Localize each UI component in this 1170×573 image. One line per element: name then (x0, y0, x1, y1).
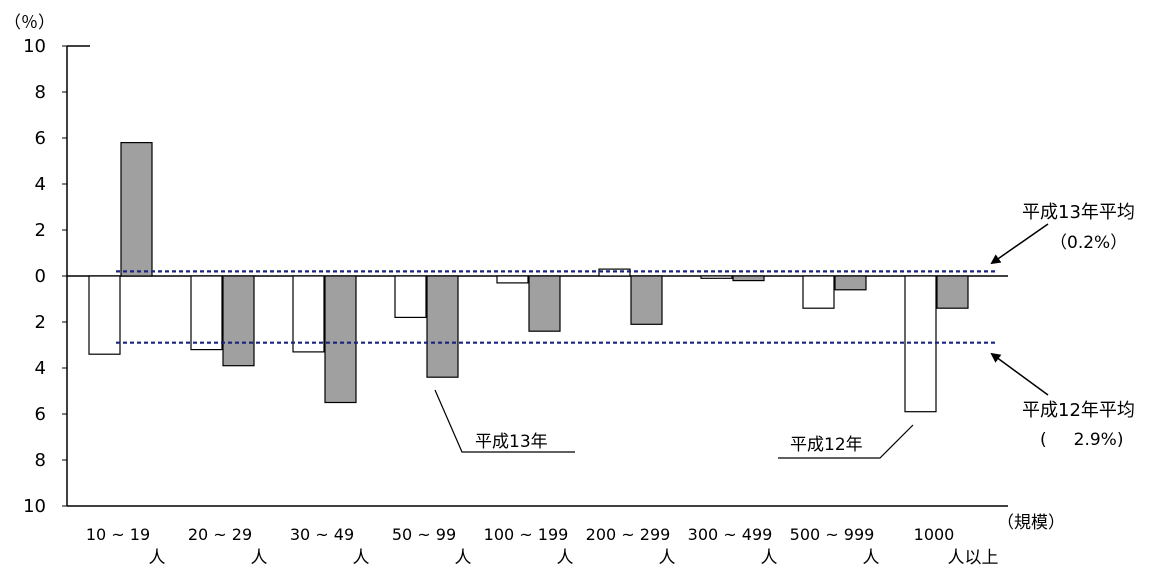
x-tick-label: 200 ~ 299 (586, 525, 671, 544)
bar-平成12年 (802, 275, 835, 309)
x-tick-label-suffix: 人 (455, 548, 472, 568)
y-tick-label: 10 (23, 36, 46, 57)
y-tick-label: 0 (35, 266, 46, 287)
y-tick-label: 2 (35, 312, 46, 333)
bar-平成12年 (904, 275, 937, 413)
bar-平成13年 (936, 275, 969, 309)
x-tick-label-suffix: 人 (149, 548, 166, 568)
y-unit-label: （％） (4, 13, 55, 33)
callout-line (434, 389, 575, 453)
x-tick-label: 1000 (914, 525, 955, 544)
y-tick-label: 2 (35, 220, 46, 241)
ref-label-title: 平成13年平均 (1022, 202, 1135, 223)
y-tick-label: 10 (23, 496, 46, 517)
y-tick-label: 4 (35, 174, 46, 195)
y-tick-label: 6 (35, 404, 46, 425)
x-tick-label-suffix: 人 (557, 548, 574, 568)
bar-平成12年 (394, 275, 427, 319)
callout-label: 平成12年 (790, 435, 863, 455)
ref-label-value: ( 2.9%) (1040, 430, 1123, 450)
bar-平成13年 (426, 275, 459, 378)
bars-group (88, 142, 969, 413)
bar-平成13年 (630, 275, 663, 325)
bar-平成13年 (834, 275, 867, 291)
bar-平成12年 (88, 275, 121, 355)
bar-平成13年 (732, 275, 765, 282)
reference-arrow (990, 223, 1049, 265)
callout-label: 平成13年 (475, 432, 548, 452)
bar-平成12年 (598, 268, 631, 277)
x-tick-label-suffix: 人 (761, 548, 778, 568)
x-tick-label: 50 ~ 99 (392, 525, 456, 544)
x-tick-label: 30 ~ 49 (290, 525, 354, 544)
callouts-group: 平成13年 平成12年 (434, 223, 1049, 459)
x-unit-label: （規模） (997, 513, 1065, 533)
ref-label-value: （0.2%） (1050, 233, 1127, 253)
bar-平成13年 (222, 275, 255, 367)
bar-平成12年 (496, 275, 529, 284)
x-tick-label-suffix: 人以上 (948, 548, 999, 568)
bar-平成13年 (528, 275, 561, 332)
reference-arrow (990, 352, 1049, 396)
bar-平成12年 (292, 275, 325, 353)
x-tick-label: 20 ~ 29 (188, 525, 252, 544)
x-tick-label-suffix: 人 (863, 548, 880, 568)
bar-平成12年 (700, 275, 733, 279)
bar-平成13年 (324, 275, 357, 404)
labels-group: 10 8 6 4 2 0 2 4 6 8 10 （％） （規模） 10 ~ 19 人 20 ~ 29 人 30 ~… (4, 13, 1135, 568)
bar-平成12年 (190, 275, 223, 351)
x-tick-label: 100 ~ 199 (484, 525, 569, 544)
x-tick-label-suffix: 人 (251, 548, 268, 568)
x-tick-label: 10 ~ 19 (86, 525, 150, 544)
ref-label-title: 平成12年平均 (1022, 400, 1135, 421)
callout-line (778, 424, 914, 459)
x-tick-label-suffix: 人 (353, 548, 370, 568)
y-tick-label: 4 (35, 358, 46, 379)
bar-平成13年 (120, 142, 153, 277)
y-tick-label: 8 (35, 82, 46, 103)
x-tick-label: 500 ~ 999 (790, 525, 875, 544)
x-tick-label-suffix: 人 (659, 548, 676, 568)
y-tick-label: 6 (35, 128, 46, 149)
x-tick-label: 300 ~ 499 (688, 525, 773, 544)
y-tick-label: 8 (35, 450, 46, 471)
